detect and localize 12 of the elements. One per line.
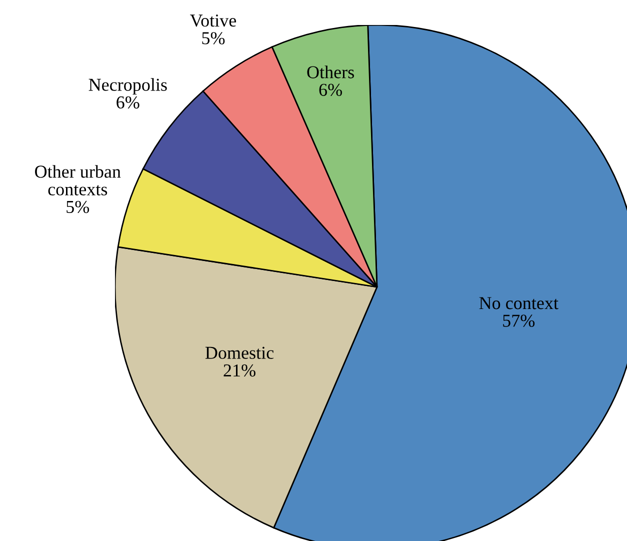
slice-label: No context — [479, 297, 558, 310]
data-label: 21% — [224, 364, 256, 377]
data-label: 6% — [116, 96, 140, 109]
data-label: 57% — [503, 314, 535, 327]
data-label: 5% — [66, 200, 90, 214]
slice-label: Others — [307, 66, 354, 78]
slice-label: Domestic — [205, 346, 274, 359]
slice-label: Other urban contexts — [35, 165, 121, 196]
data-label: 6% — [319, 84, 342, 96]
slice-label: Necropolis — [88, 78, 167, 95]
slice-label: Votive — [190, 14, 236, 27]
data-label: 5% — [202, 32, 225, 44]
